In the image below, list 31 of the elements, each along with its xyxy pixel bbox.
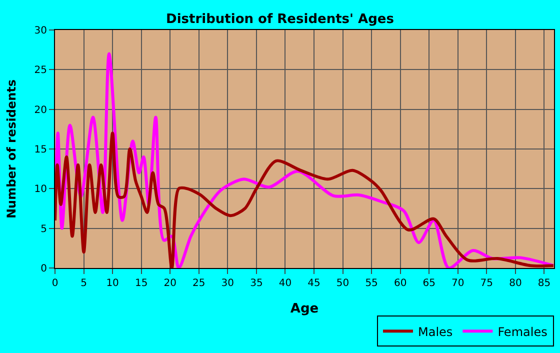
x-tick-label: 15 — [134, 278, 148, 289]
y-tick-label: 0 — [40, 264, 47, 274]
x-tick-label: 60 — [394, 278, 407, 289]
x-tick-label: 80 — [509, 278, 522, 289]
y-tick-label: 20 — [34, 104, 47, 116]
x-tick-label: 30 — [221, 278, 234, 289]
x-tick-label: 50 — [336, 278, 350, 289]
x-tick-label: 75 — [480, 278, 494, 289]
x-tick-label: 45 — [308, 278, 320, 289]
x-tick-label: 85 — [538, 278, 551, 289]
legend-label: Females — [498, 324, 548, 339]
x-tick-label: 0 — [52, 278, 58, 289]
y-tick-label: 30 — [34, 26, 47, 36]
line-series — [55, 132, 554, 268]
y-tick-label: 10 — [34, 184, 47, 196]
x-tick-label: 40 — [278, 278, 292, 289]
x-tick-label: 55 — [365, 278, 378, 289]
legend-label: Males — [418, 324, 453, 339]
x-tick-label: 25 — [192, 278, 206, 289]
y-axis-title: Number of residents — [4, 79, 19, 219]
x-tick-label: 10 — [106, 278, 119, 289]
y-tick-label: 25 — [34, 65, 47, 76]
x-tick-label: 5 — [80, 278, 87, 289]
x-axis-title: Age — [290, 302, 319, 317]
y-tick-label: 15 — [34, 144, 47, 156]
x-tick-label: 35 — [250, 278, 263, 289]
x-tick-label: 20 — [164, 278, 176, 289]
x-tick-label: 65 — [422, 278, 436, 289]
chart-title: Distribution of Residents' Ages — [166, 12, 394, 28]
y-tick-label: 5 — [40, 224, 47, 235]
x-tick-label: 70 — [452, 278, 464, 289]
